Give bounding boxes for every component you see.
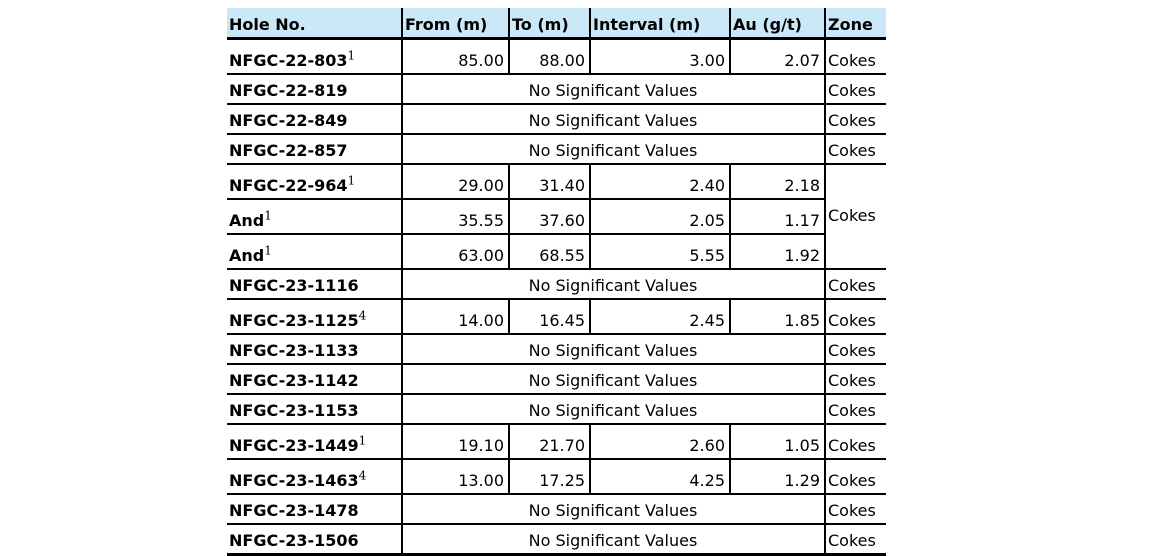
- table-row: NFGC-23-14491 19.10 21.70 2.60 1.05 Cokes: [227, 424, 886, 460]
- au-cell: 2.07: [729, 38, 825, 75]
- hole-no-cell: NFGC-22-8031: [227, 38, 402, 75]
- table-row: NFGC-23-1153 No Significant Values Cokes: [227, 394, 886, 425]
- from-cell: 14.00: [401, 299, 509, 335]
- au-cell: 1.92: [729, 234, 825, 270]
- zone-cell: Cokes: [824, 164, 886, 270]
- hole-no-cell: NFGC-22-849: [227, 104, 402, 135]
- no-significant-values-cell: No Significant Values: [401, 364, 825, 395]
- column-header-from: From (m): [401, 8, 509, 40]
- table-row: NFGC-23-1142 No Significant Values Cokes: [227, 364, 886, 395]
- drill-results-table: Hole No. From (m) To (m) Interval (m) Au (g/…: [227, 8, 886, 556]
- interval-cell: 4.25: [589, 459, 730, 495]
- column-header-hole: Hole No.: [227, 8, 402, 40]
- from-cell: 35.55: [401, 199, 509, 235]
- interval-cell: 2.45: [589, 299, 730, 335]
- no-significant-values-cell: No Significant Values: [401, 334, 825, 365]
- no-significant-values-cell: No Significant Values: [401, 494, 825, 525]
- zone-cell: Cokes: [824, 334, 886, 365]
- table-row: NFGC-23-11254 14.00 16.45 2.45 1.85 Cokes: [227, 299, 886, 335]
- from-cell: 19.10: [401, 424, 509, 460]
- hole-no-cell: NFGC-22-9641: [227, 164, 402, 200]
- hole-no-cell: NFGC-23-1506: [227, 524, 402, 556]
- column-header-au: Au (g/t): [729, 8, 825, 40]
- zone-cell: Cokes: [824, 299, 886, 335]
- zone-cell: Cokes: [824, 269, 886, 300]
- zone-cell: Cokes: [824, 364, 886, 395]
- no-significant-values-cell: No Significant Values: [401, 104, 825, 135]
- no-significant-values-cell: No Significant Values: [401, 134, 825, 165]
- hole-no-cell: NFGC-23-1116: [227, 269, 402, 300]
- footnote-marker: 1: [264, 208, 272, 223]
- table-row: NFGC-23-14634 13.00 17.25 4.25 1.29 Cokes: [227, 459, 886, 495]
- column-header-zone: Zone: [824, 8, 886, 40]
- from-cell: 29.00: [401, 164, 509, 200]
- from-cell: 13.00: [401, 459, 509, 495]
- table-row: NFGC-23-1506 No Significant Values Cokes: [227, 524, 886, 556]
- to-cell: 21.70: [508, 424, 590, 460]
- table-row: NFGC-22-8031 85.00 88.00 3.00 2.07 Cokes: [227, 38, 886, 75]
- zone-cell: Cokes: [824, 134, 886, 165]
- au-cell: 1.29: [729, 459, 825, 495]
- hole-no-cell: And1: [227, 199, 402, 235]
- to-cell: 37.60: [508, 199, 590, 235]
- to-cell: 68.55: [508, 234, 590, 270]
- hole-no-cell: NFGC-23-11254: [227, 299, 402, 335]
- no-significant-values-cell: No Significant Values: [401, 269, 825, 300]
- column-header-to: To (m): [508, 8, 590, 40]
- hole-no-cell: NFGC-23-1133: [227, 334, 402, 365]
- no-significant-values-cell: No Significant Values: [401, 394, 825, 425]
- zone-cell: Cokes: [824, 424, 886, 460]
- table-body: NFGC-22-8031 85.00 88.00 3.00 2.07 Cokes NFGC-…: [227, 38, 886, 556]
- interval-cell: 2.05: [589, 199, 730, 235]
- from-cell: 63.00: [401, 234, 509, 270]
- table-row: NFGC-22-849 No Significant Values Cokes: [227, 104, 886, 135]
- zone-cell: Cokes: [824, 524, 886, 556]
- footnote-marker: 1: [358, 433, 367, 448]
- zone-cell: Cokes: [824, 74, 886, 105]
- footnote-marker: 1: [347, 48, 356, 63]
- to-cell: 88.00: [508, 38, 590, 75]
- from-cell: 85.00: [401, 38, 509, 75]
- interval-cell: 2.40: [589, 164, 730, 200]
- footnote-marker: 4: [358, 308, 367, 323]
- au-cell: 1.05: [729, 424, 825, 460]
- hole-no-cell: NFGC-23-1478: [227, 494, 402, 525]
- au-cell: 1.85: [729, 299, 825, 335]
- hole-no-cell: NFGC-23-14491: [227, 424, 402, 460]
- column-header-interval: Interval (m): [589, 8, 730, 40]
- zone-cell: Cokes: [824, 494, 886, 525]
- footnote-marker: 4: [358, 468, 367, 483]
- hole-no-cell: NFGC-23-14634: [227, 459, 402, 495]
- hole-no-cell: NFGC-22-857: [227, 134, 402, 165]
- table-row: NFGC-23-1133 No Significant Values Cokes: [227, 334, 886, 365]
- table-row: NFGC-23-1478 No Significant Values Cokes: [227, 494, 886, 525]
- no-significant-values-cell: No Significant Values: [401, 524, 825, 556]
- table-row: And1 35.55 37.60 2.05 1.17: [227, 199, 886, 235]
- zone-cell: Cokes: [824, 104, 886, 135]
- hole-no-cell: NFGC-22-819: [227, 74, 402, 105]
- hole-no-cell: NFGC-23-1153: [227, 394, 402, 425]
- zone-cell: Cokes: [824, 459, 886, 495]
- to-cell: 31.40: [508, 164, 590, 200]
- table-row: NFGC-22-9641 29.00 31.40 2.40 2.18 Cokes: [227, 164, 886, 270]
- table-row: NFGC-23-1116 No Significant Values Cokes: [227, 269, 886, 300]
- au-cell: 2.18: [729, 164, 825, 200]
- au-cell: 1.17: [729, 199, 825, 235]
- interval-cell: 3.00: [589, 38, 730, 75]
- to-cell: 16.45: [508, 299, 590, 335]
- zone-cell: Cokes: [824, 394, 886, 425]
- footnote-marker: 1: [264, 243, 272, 258]
- interval-cell: 2.60: [589, 424, 730, 460]
- footnote-marker: 1: [347, 173, 356, 188]
- table-row: NFGC-22-857 No Significant Values Cokes: [227, 134, 886, 165]
- hole-no-cell: NFGC-23-1142: [227, 364, 402, 395]
- zone-cell: Cokes: [824, 38, 886, 75]
- table-row: And1 63.00 68.55 5.55 1.92: [227, 234, 886, 270]
- header-row: Hole No. From (m) To (m) Interval (m) Au (g/…: [227, 8, 886, 40]
- table-row: NFGC-22-819 No Significant Values Cokes: [227, 74, 886, 105]
- interval-cell: 5.55: [589, 234, 730, 270]
- hole-no-cell: And1: [227, 234, 402, 270]
- no-significant-values-cell: No Significant Values: [401, 74, 825, 105]
- to-cell: 17.25: [508, 459, 590, 495]
